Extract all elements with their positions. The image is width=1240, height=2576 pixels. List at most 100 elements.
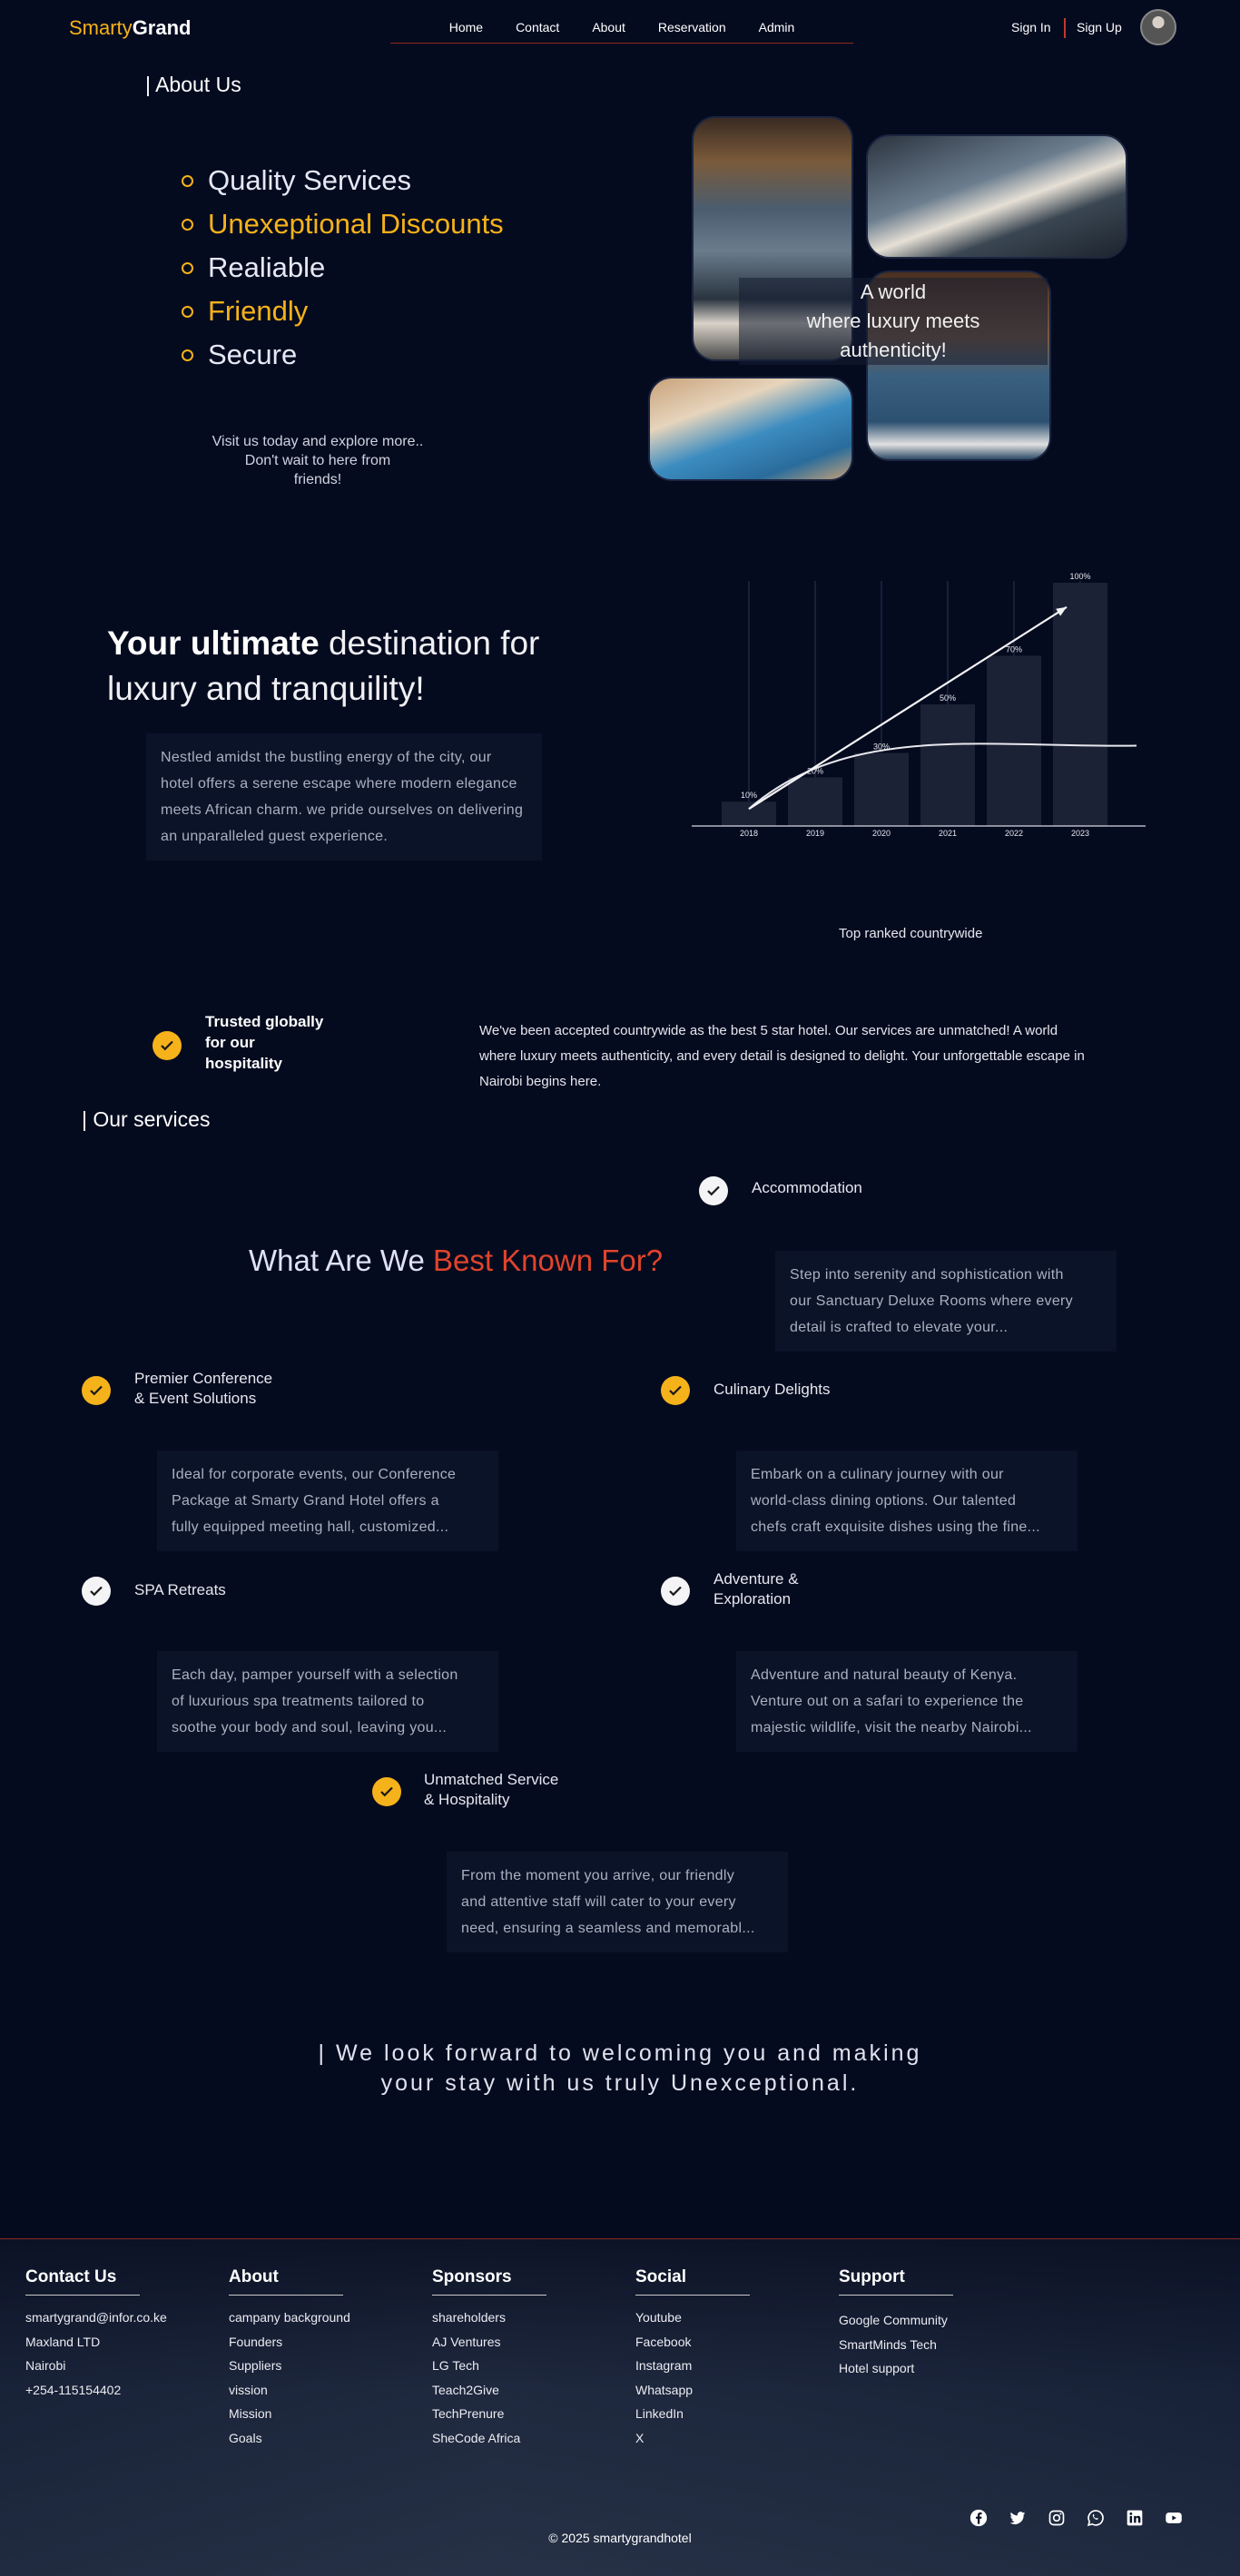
service-description-culinary: Embark on a culinary journey with our wor… bbox=[736, 1450, 1078, 1551]
facebook-icon[interactable] bbox=[969, 2509, 988, 2527]
auth-divider bbox=[1064, 18, 1066, 38]
service-title-conference: Premier Conference & Event Solutions bbox=[134, 1370, 273, 1407]
chart-curve-line bbox=[748, 742, 1137, 810]
footer-link[interactable]: vission bbox=[229, 2382, 268, 2397]
footer-link[interactable]: AJ Ventures bbox=[432, 2334, 501, 2349]
footer-divider bbox=[229, 2295, 343, 2296]
footer-link[interactable]: Teach2Give bbox=[432, 2382, 499, 2397]
nav-admin[interactable]: Admin bbox=[758, 20, 795, 34]
service-title-adventure: Adventure & Exploration bbox=[713, 1570, 799, 1608]
footer-sponsors: Sponsors shareholders AJ Ventures LG Tec… bbox=[432, 2267, 605, 2454]
footer-link[interactable]: SmartMinds Tech bbox=[839, 2336, 937, 2352]
circle-bullet-icon bbox=[182, 261, 193, 274]
footer-link[interactable]: Google Community bbox=[839, 2313, 948, 2327]
features-list: Quality Services Unexeptional Discounts … bbox=[182, 159, 504, 377]
footer-about: About campany background Founders Suppli… bbox=[229, 2267, 401, 2454]
services-heading: What Are We Best Known For? bbox=[249, 1244, 664, 1277]
footer-link[interactable]: TechPrenure bbox=[432, 2406, 505, 2421]
chart-tick-label: 2021 bbox=[939, 829, 957, 838]
chart-data-label: 30% bbox=[873, 742, 890, 752]
chart-data-label: 100% bbox=[1069, 572, 1090, 581]
footer-link[interactable]: LinkedIn bbox=[635, 2406, 684, 2421]
chart-tick-label: 2019 bbox=[806, 829, 824, 838]
service-description-accommodation: Step into serenity and sophistication wi… bbox=[775, 1251, 1117, 1352]
check-icon bbox=[661, 1376, 690, 1405]
photo-overlay-caption: A world where luxury meets authenticity! bbox=[739, 278, 1048, 365]
nav-reservation[interactable]: Reservation bbox=[657, 20, 726, 34]
nav-contact[interactable]: Contact bbox=[516, 20, 560, 34]
footer-link: Nairobi bbox=[25, 2358, 66, 2373]
twitter-icon[interactable] bbox=[1009, 2509, 1027, 2527]
footer-contact: Contact Us smartygrand@infor.co.ke Maxla… bbox=[25, 2267, 198, 2406]
chart-bar bbox=[1053, 583, 1107, 826]
footer-heading: Social bbox=[635, 2267, 686, 2286]
footer-link[interactable]: Facebook bbox=[635, 2334, 692, 2349]
services-title: | Our services bbox=[82, 1107, 211, 1131]
chart-data-label: 20% bbox=[807, 766, 823, 775]
chart-tick-label: 2018 bbox=[740, 829, 758, 838]
footer-link[interactable]: smartygrand@infor.co.ke bbox=[25, 2310, 167, 2325]
service-title-culinary: Culinary Delights bbox=[713, 1381, 831, 1398]
chart-bar bbox=[987, 655, 1041, 826]
hero-headline: Your ultimate destination for luxury and… bbox=[107, 624, 540, 707]
footer-divider bbox=[25, 2295, 140, 2296]
chart-arrow-head bbox=[1056, 606, 1067, 616]
sign-in-link[interactable]: Sign In bbox=[1011, 20, 1051, 34]
service-title-spa: SPA Retreats bbox=[134, 1581, 226, 1598]
growth-chart: 10% 2018 20% 2019 30% 2020 50% 2021 70% 2022 100% 2… bbox=[692, 572, 1146, 838]
chart-tick-label: 2022 bbox=[1005, 829, 1023, 838]
youtube-icon[interactable] bbox=[1165, 2509, 1183, 2527]
trusted-label: Trusted globally for our hospitality bbox=[205, 1013, 324, 1072]
nav-about[interactable]: About bbox=[592, 20, 625, 34]
check-icon bbox=[372, 1777, 401, 1806]
social-icons bbox=[969, 2509, 1183, 2527]
footer-support: Support Google Community SmartMinds Tech… bbox=[839, 2267, 1011, 2385]
footer-link[interactable]: Suppliers bbox=[229, 2358, 282, 2373]
avatar[interactable] bbox=[1140, 9, 1176, 45]
main-nav: Home Contact About Reservation Admin bbox=[390, 13, 853, 44]
footer-link[interactable]: Mission bbox=[229, 2406, 272, 2421]
chart-data-label: 50% bbox=[940, 693, 956, 703]
closing-statement: | We look forward to welcoming you and m… bbox=[318, 2040, 922, 2096]
footer-link[interactable]: Instagram bbox=[635, 2358, 693, 2373]
footer-link[interactable]: campany background bbox=[229, 2310, 350, 2325]
footer-link[interactable]: +254-115154402 bbox=[25, 2382, 122, 2397]
brand-part1: Smarty bbox=[69, 16, 133, 39]
linkedin-icon[interactable] bbox=[1126, 2509, 1144, 2527]
footer-heading: About bbox=[229, 2267, 279, 2286]
service-description-spa: Each day, pamper yourself with a selecti… bbox=[157, 1651, 498, 1752]
check-icon bbox=[661, 1577, 690, 1606]
footer-link[interactable]: Whatsapp bbox=[635, 2382, 694, 2397]
pool-photo bbox=[648, 377, 853, 481]
trusted-description: We've been accepted countrywide as the b… bbox=[479, 1023, 1085, 1089]
footer-link[interactable]: Founders bbox=[229, 2334, 283, 2349]
footer-social: Social Youtube Facebook Instagram Whatsa… bbox=[635, 2267, 808, 2454]
nav-home[interactable]: Home bbox=[448, 20, 484, 34]
footer-link[interactable]: Youtube bbox=[635, 2310, 682, 2325]
brand-logo[interactable]: SmartyGrand bbox=[69, 16, 191, 40]
footer-link[interactable]: Goals bbox=[229, 2430, 262, 2445]
footer-link[interactable]: shareholders bbox=[432, 2310, 506, 2325]
footer-link[interactable]: Hotel support bbox=[839, 2361, 915, 2375]
footer-link[interactable]: X bbox=[635, 2430, 645, 2445]
chart-tick-label: 2023 bbox=[1071, 829, 1089, 838]
brand-part2: Grand bbox=[132, 16, 192, 39]
check-icon bbox=[82, 1376, 111, 1405]
service-description-hospitality: From the moment you arrive, our friendly… bbox=[447, 1852, 788, 1952]
chart-tick-label: 2020 bbox=[872, 829, 891, 838]
visit-text: Visit us today and explore more.. Don't … bbox=[212, 434, 424, 487]
footer-heading: Contact Us bbox=[25, 2267, 117, 2286]
footer-divider bbox=[839, 2295, 953, 2296]
instagram-icon[interactable] bbox=[1048, 2509, 1066, 2527]
whatsapp-icon[interactable] bbox=[1087, 2509, 1105, 2527]
footer-link[interactable]: SheCode Africa bbox=[432, 2430, 521, 2445]
footer-heading: Sponsors bbox=[432, 2267, 512, 2286]
hero-paragraph: Nestled amidst the bustling energy of th… bbox=[146, 733, 542, 860]
bedroom-photo bbox=[866, 134, 1127, 259]
list-item: Quality Services bbox=[182, 159, 504, 202]
chart-trend-arrow bbox=[748, 605, 1068, 811]
service-description-conference: Ideal for corporate events, our Conferen… bbox=[157, 1450, 498, 1551]
footer-link[interactable]: LG Tech bbox=[432, 2358, 479, 2373]
sign-up-link[interactable]: Sign Up bbox=[1077, 20, 1122, 34]
footer-heading: Support bbox=[839, 2267, 905, 2286]
